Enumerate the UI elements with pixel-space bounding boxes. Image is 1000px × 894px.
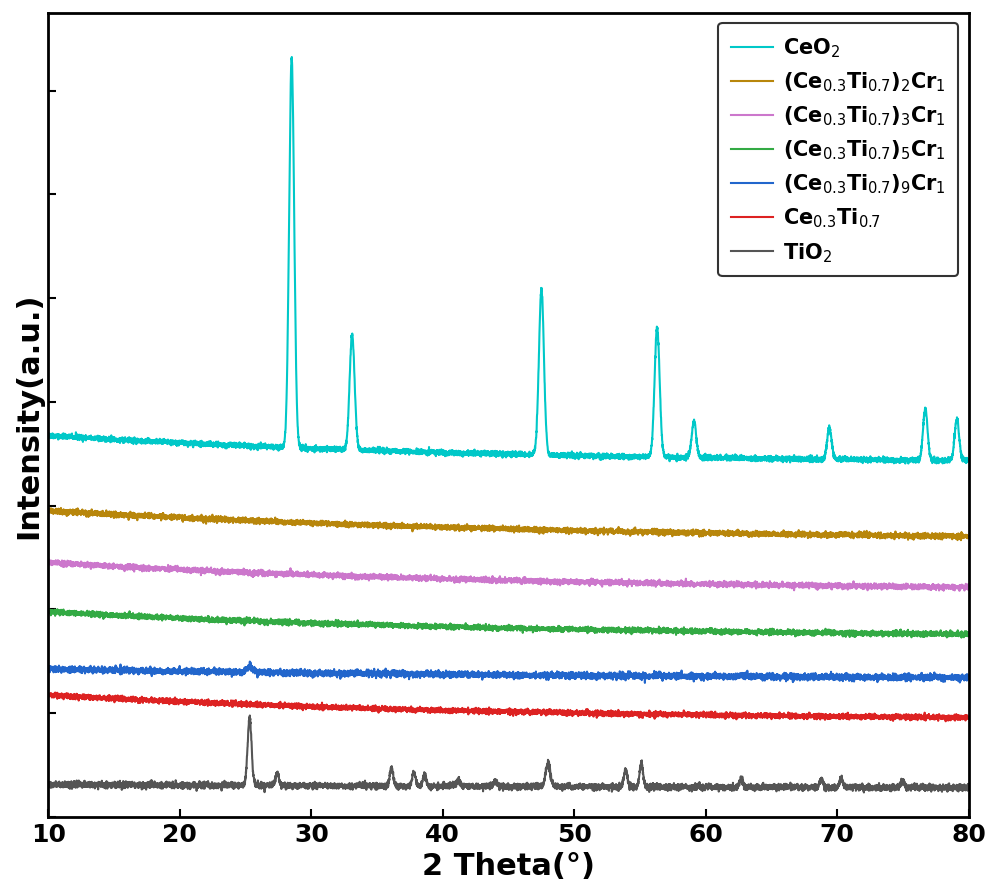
(Ce$_{0.3}$Ti$_{0.7}$)$_5$Cr$_1$ [388,620,400,630]
Legend: CeO$_2$, (Ce$_{0.3}$Ti$_{0.7}$)$_2$Cr$_1$, (Ce$_{0.3}$Ti$_{0.7}$)$_3$Cr$_1$, (Ce: CeO$_2$, (Ce$_{0.3}$Ti$_{0.7}$)$_2$Cr$_1… [718,24,958,277]
(Ce$_{0.3}$Ti$_{0.7}$)$_5$Cr$_1$ [946,629,958,640]
Line: Ce$_{0.3}$Ti$_{0.7}$: Ce$_{0.3}$Ti$_{0.7}$ [48,693,969,721]
(Ce$_{0.3}$Ti$_{0.7}$)$_9$Cr$_1$ [802,673,814,684]
CeO$_2$ [169,437,181,448]
Ce$_{0.3}$Ti$_{0.7}$ [443,705,455,716]
TiO$_2$ [751,780,763,791]
(Ce$_{0.3}$Ti$_{0.7}$)$_5$Cr$_1$ [963,630,975,641]
TiO$_2$ [443,781,455,792]
TiO$_2$ [801,780,813,790]
(Ce$_{0.3}$Ti$_{0.7}$)$_9$Cr$_1$ [388,666,400,677]
(Ce$_{0.3}$Ti$_{0.7}$)$_3$Cr$_1$ [443,573,455,584]
(Ce$_{0.3}$Ti$_{0.7}$)$_2$Cr$_1$ [963,532,975,543]
(Ce$_{0.3}$Ti$_{0.7}$)$_5$Cr$_1$ [955,633,967,644]
Ce$_{0.3}$Ti$_{0.7}$ [388,704,400,715]
Line: (Ce$_{0.3}$Ti$_{0.7}$)$_3$Cr$_1$: (Ce$_{0.3}$Ti$_{0.7}$)$_3$Cr$_1$ [48,560,969,591]
CeO$_2$ [899,459,911,469]
(Ce$_{0.3}$Ti$_{0.7}$)$_9$Cr$_1$ [752,672,764,683]
(Ce$_{0.3}$Ti$_{0.7}$)$_2$Cr$_1$ [42,508,54,519]
(Ce$_{0.3}$Ti$_{0.7}$)$_3$Cr$_1$ [963,583,975,594]
(Ce$_{0.3}$Ti$_{0.7}$)$_3$Cr$_1$ [43,554,55,565]
(Ce$_{0.3}$Ti$_{0.7}$)$_2$Cr$_1$ [946,532,958,543]
CeO$_2$ [801,455,813,466]
(Ce$_{0.3}$Ti$_{0.7}$)$_9$Cr$_1$ [443,668,455,679]
(Ce$_{0.3}$Ti$_{0.7}$)$_9$Cr$_1$ [963,674,975,685]
TiO$_2$ [963,780,975,790]
(Ce$_{0.3}$Ti$_{0.7}$)$_5$Cr$_1$ [801,628,813,638]
(Ce$_{0.3}$Ti$_{0.7}$)$_9$Cr$_1$ [946,670,958,680]
TiO$_2$ [946,785,958,796]
(Ce$_{0.3}$Ti$_{0.7}$)$_5$Cr$_1$ [42,608,54,619]
TiO$_2$ [169,780,181,790]
TiO$_2$ [858,788,870,798]
TiO$_2$ [244,711,256,721]
TiO$_2$ [42,780,54,790]
Line: (Ce$_{0.3}$Ti$_{0.7}$)$_2$Cr$_1$: (Ce$_{0.3}$Ti$_{0.7}$)$_2$Cr$_1$ [48,509,969,541]
CeO$_2$ [443,447,455,458]
CeO$_2$ [388,447,400,458]
(Ce$_{0.3}$Ti$_{0.7}$)$_9$Cr$_1$ [244,656,256,667]
(Ce$_{0.3}$Ti$_{0.7}$)$_5$Cr$_1$ [169,613,181,624]
(Ce$_{0.3}$Ti$_{0.7}$)$_3$Cr$_1$ [42,554,54,565]
Ce$_{0.3}$Ti$_{0.7}$ [946,711,958,721]
(Ce$_{0.3}$Ti$_{0.7}$)$_2$Cr$_1$ [955,536,967,546]
(Ce$_{0.3}$Ti$_{0.7}$)$_3$Cr$_1$ [953,586,965,596]
Line: (Ce$_{0.3}$Ti$_{0.7}$)$_5$Cr$_1$: (Ce$_{0.3}$Ti$_{0.7}$)$_5$Cr$_1$ [48,610,969,638]
CeO$_2$ [286,53,298,63]
X-axis label: 2 Theta(°): 2 Theta(°) [422,851,595,880]
(Ce$_{0.3}$Ti$_{0.7}$)$_2$Cr$_1$ [169,513,181,524]
CeO$_2$ [946,451,958,462]
Ce$_{0.3}$Ti$_{0.7}$ [49,687,61,698]
(Ce$_{0.3}$Ti$_{0.7}$)$_5$Cr$_1$ [51,604,63,615]
(Ce$_{0.3}$Ti$_{0.7}$)$_9$Cr$_1$ [169,668,181,679]
Y-axis label: Intensity(a.u.): Intensity(a.u.) [14,292,43,538]
(Ce$_{0.3}$Ti$_{0.7}$)$_2$Cr$_1$ [388,519,400,529]
Ce$_{0.3}$Ti$_{0.7}$ [42,690,54,701]
(Ce$_{0.3}$Ti$_{0.7}$)$_3$Cr$_1$ [169,564,181,575]
(Ce$_{0.3}$Ti$_{0.7}$)$_2$Cr$_1$ [443,522,455,533]
CeO$_2$ [751,453,763,464]
Ce$_{0.3}$Ti$_{0.7}$ [940,716,952,727]
TiO$_2$ [388,774,400,785]
Line: TiO$_2$: TiO$_2$ [48,716,969,793]
Ce$_{0.3}$Ti$_{0.7}$ [169,696,181,707]
(Ce$_{0.3}$Ti$_{0.7}$)$_5$Cr$_1$ [443,621,455,632]
(Ce$_{0.3}$Ti$_{0.7}$)$_9$Cr$_1$ [42,661,54,671]
Line: (Ce$_{0.3}$Ti$_{0.7}$)$_9$Cr$_1$: (Ce$_{0.3}$Ti$_{0.7}$)$_9$Cr$_1$ [48,662,969,683]
Ce$_{0.3}$Ti$_{0.7}$ [963,713,975,724]
(Ce$_{0.3}$Ti$_{0.7}$)$_3$Cr$_1$ [751,582,763,593]
(Ce$_{0.3}$Ti$_{0.7}$)$_9$Cr$_1$ [639,678,651,688]
(Ce$_{0.3}$Ti$_{0.7}$)$_2$Cr$_1$ [801,530,813,541]
(Ce$_{0.3}$Ti$_{0.7}$)$_2$Cr$_1$ [751,530,763,541]
(Ce$_{0.3}$Ti$_{0.7}$)$_3$Cr$_1$ [388,572,400,583]
Ce$_{0.3}$Ti$_{0.7}$ [801,714,813,725]
(Ce$_{0.3}$Ti$_{0.7}$)$_5$Cr$_1$ [751,627,763,637]
CeO$_2$ [42,430,54,441]
Line: CeO$_2$: CeO$_2$ [48,58,969,464]
Ce$_{0.3}$Ti$_{0.7}$ [751,709,763,720]
(Ce$_{0.3}$Ti$_{0.7}$)$_3$Cr$_1$ [801,580,813,591]
CeO$_2$ [963,455,975,466]
(Ce$_{0.3}$Ti$_{0.7}$)$_3$Cr$_1$ [946,582,958,593]
(Ce$_{0.3}$Ti$_{0.7}$)$_2$Cr$_1$ [55,503,67,514]
